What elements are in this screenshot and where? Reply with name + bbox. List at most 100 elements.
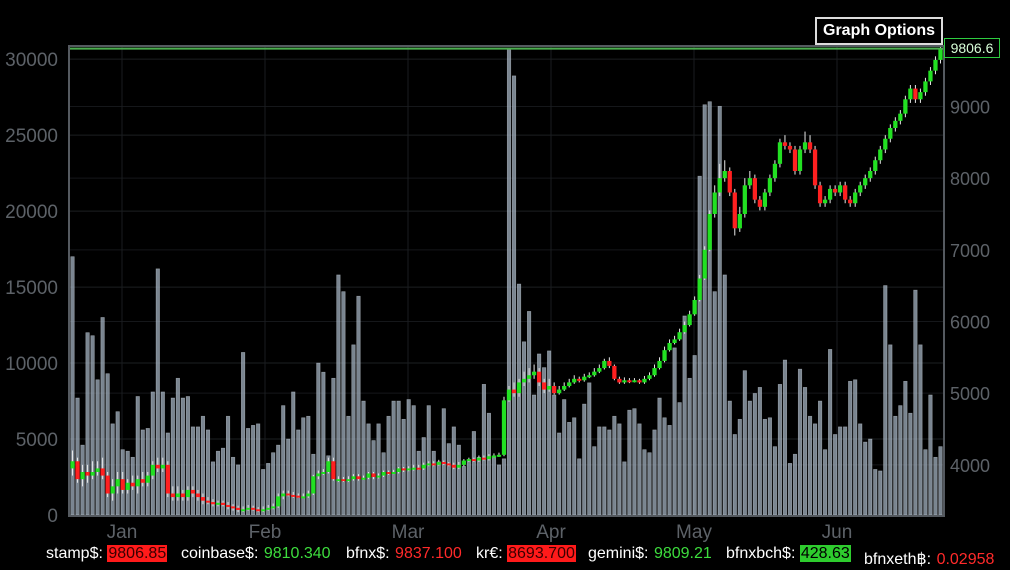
volume-bar: [547, 350, 552, 516]
volume-bar: [732, 434, 737, 516]
candle-body: [547, 385, 552, 390]
volume-bar: [421, 437, 426, 516]
ticker-item-coinbase[interactable]: coinbase$: 9810.340: [181, 545, 332, 563]
month-tick-label: Mar: [392, 522, 425, 543]
volume-bar: [306, 415, 311, 516]
candle-body: [742, 185, 747, 214]
volume-bar: [863, 441, 868, 516]
volume-tick-label: 15000: [5, 278, 58, 299]
ticker-item-bfnxbch[interactable]: bfnxbch$: 428.63: [726, 545, 851, 563]
candle-body: [913, 88, 918, 100]
volume-bar: [391, 400, 396, 516]
candle-body: [526, 375, 532, 379]
candle-body: [863, 178, 868, 186]
ticker-label: stamp$:: [46, 545, 103, 562]
volume-bar: [667, 425, 672, 516]
ticker-value: 9837.100: [395, 545, 462, 562]
candle-body: [266, 507, 271, 510]
candle-body: [311, 476, 316, 494]
volume-bar: [612, 415, 617, 516]
volume-bar: [627, 409, 632, 516]
volume-bar: [592, 446, 597, 516]
price-tick-label: 5000: [950, 384, 990, 404]
candle-body: [757, 199, 763, 207]
candle-body: [281, 493, 286, 497]
volume-bar: [597, 426, 602, 516]
candle-body: [210, 502, 216, 505]
candle-body: [381, 471, 386, 476]
candle-body: [501, 400, 507, 455]
candle-body: [827, 188, 833, 200]
candle-body: [737, 213, 742, 229]
volume-bar: [321, 371, 326, 516]
volume-bar: [286, 438, 291, 516]
candle-body: [572, 378, 577, 383]
ticker-item-bfnxeth[interactable]: bfnxeth฿: 0.02958: [864, 549, 995, 569]
candlesticks: [70, 47, 943, 513]
volume-bar: [672, 347, 677, 516]
volume-bar: [90, 335, 95, 516]
volume-bar: [451, 426, 456, 516]
ticker-label: bfnxeth฿:: [864, 551, 932, 568]
candle-body: [366, 473, 371, 478]
ticker-label: gemini$:: [588, 545, 649, 562]
volume-bar: [617, 423, 622, 516]
exchange-ticker-bar: stamp$: 9806.85 coinbase$: 9810.340 bfnx…: [0, 545, 1010, 570]
candle-body: [321, 471, 326, 474]
candle-body: [657, 360, 662, 369]
volume-bar: [888, 344, 893, 516]
volume-bar: [722, 274, 727, 516]
volume-bar: [858, 423, 863, 516]
ticker-item-bfnx[interactable]: bfnx$: 9837.100: [346, 545, 463, 563]
candle-body: [516, 382, 522, 394]
volume-bar: [772, 446, 777, 516]
ticker-item-kraken[interactable]: kr€: 8693.700: [476, 545, 576, 563]
volume-bar: [647, 452, 652, 516]
candle-body: [145, 475, 150, 483]
candle-body: [692, 299, 697, 315]
candle-body: [552, 385, 557, 394]
volume-bar: [697, 175, 702, 516]
volume-bar: [602, 426, 607, 516]
volume-bar: [903, 380, 908, 516]
volume-bar: [75, 397, 80, 516]
candle-body: [190, 489, 196, 494]
candle-body: [772, 163, 778, 179]
month-tick-label: Feb: [249, 522, 282, 543]
volume-bar: [562, 399, 567, 516]
volume-bar: [582, 403, 587, 516]
candle-body: [135, 479, 140, 487]
volume-bar: [777, 384, 782, 516]
graph-options-button[interactable]: Graph Options: [815, 17, 943, 45]
price-tick-label: 9000: [950, 97, 990, 117]
volume-bar: [406, 399, 411, 516]
candle-body: [762, 192, 768, 207]
volume-bar: [501, 458, 507, 516]
volume-bar: [938, 446, 943, 516]
ticker-item-gemini[interactable]: gemini$: 9809.21: [588, 545, 713, 563]
candle-body: [802, 142, 808, 150]
volume-bar: [241, 352, 246, 516]
volume-bar: [95, 379, 100, 516]
volume-bar: [532, 394, 537, 516]
volume-bar: [868, 438, 873, 516]
candle-body: [667, 342, 672, 351]
candle-body: [732, 192, 737, 229]
candle-body: [215, 502, 221, 505]
candle-body: [220, 502, 226, 505]
candle-body: [521, 378, 527, 383]
volume-bar: [155, 268, 160, 516]
candle-body: [878, 149, 883, 161]
volume-bar: [160, 391, 165, 516]
volume-bar: [853, 379, 858, 516]
candle-body: [80, 471, 85, 480]
candle-body: [446, 463, 451, 466]
volume-bar: [707, 101, 712, 516]
volume-bar: [506, 48, 512, 516]
candle-body: [130, 482, 135, 487]
volume-bar: [828, 349, 833, 516]
ticker-item-stamp[interactable]: stamp$: 9806.85: [46, 545, 168, 563]
price-axis: 4000 5000 6000 7000 8000 9000: [950, 97, 990, 475]
volume-bar: [471, 431, 476, 516]
volume-bar: [225, 415, 231, 516]
